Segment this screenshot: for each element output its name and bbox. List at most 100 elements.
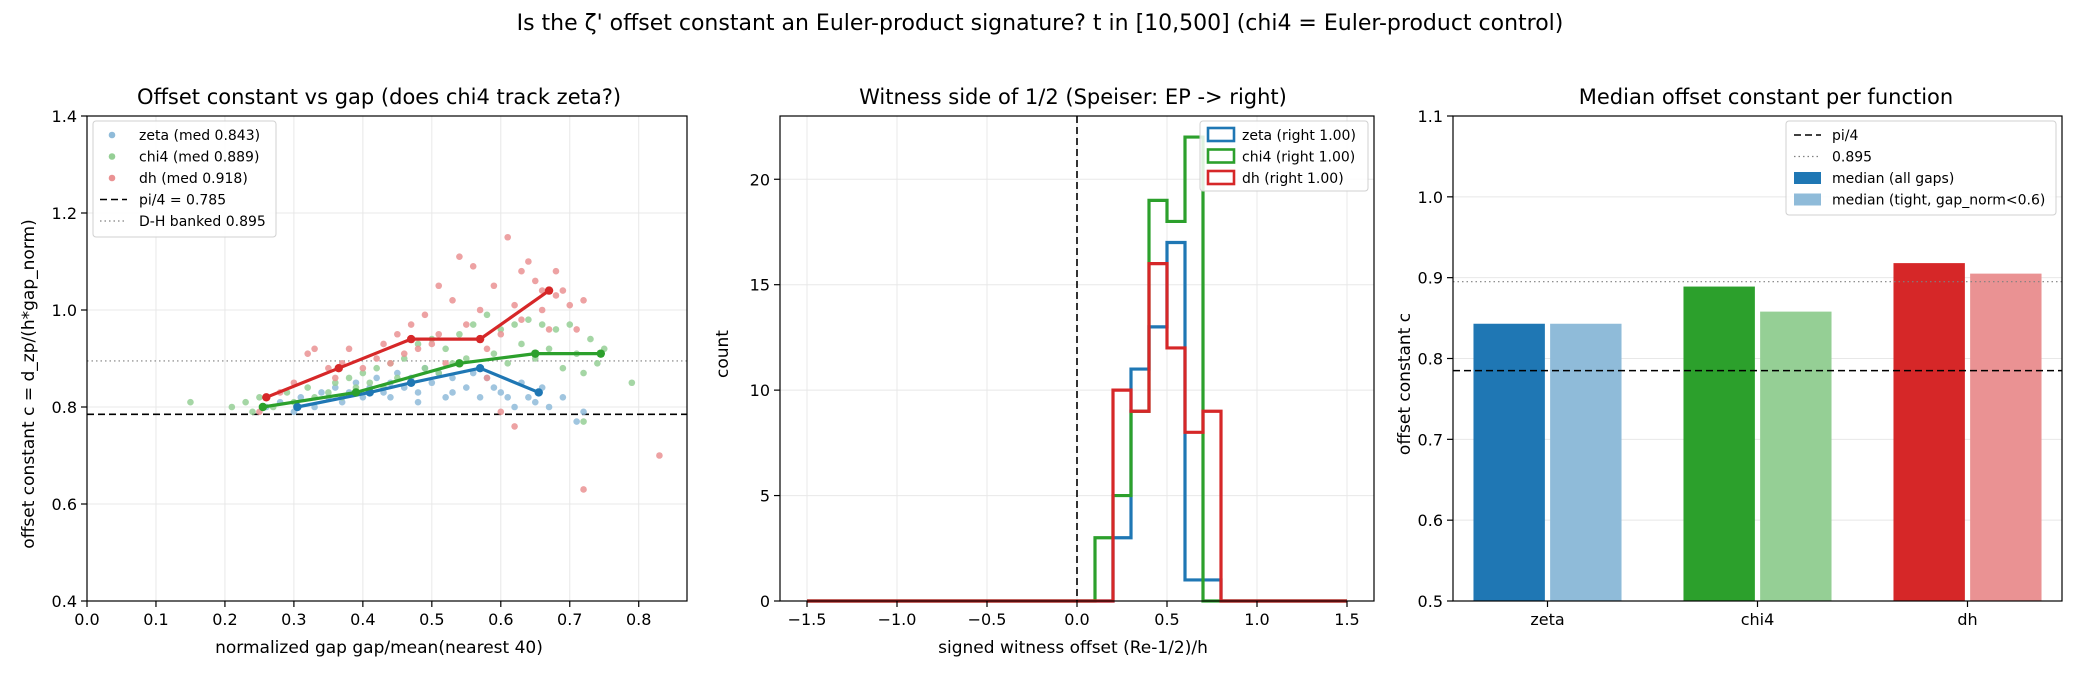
- legend-patch: [1794, 193, 1821, 206]
- bar-legend: pi/4 0.895 median (all gaps) median (tight,…: [1785, 120, 2057, 216]
- scatter-point-dh: [656, 452, 663, 459]
- legend-label: 0.895: [1832, 150, 1872, 166]
- scatter-point-zeta: [387, 394, 394, 401]
- bar-ytick-label: 0.6: [1418, 511, 1443, 530]
- median-marker-zeta: [406, 378, 416, 387]
- bar-ytick-label: 0.9: [1418, 269, 1443, 288]
- bar-ytick-label: 1.0: [1418, 188, 1443, 207]
- hist-ytick-label: 5: [760, 487, 770, 506]
- scatter-point-chi4: [538, 321, 546, 328]
- scatter-point-chi4: [545, 345, 553, 353]
- scatter-xtick-label: 0.8: [626, 610, 651, 629]
- scatter-point-dh: [456, 253, 463, 260]
- scatter-point-dh: [463, 321, 470, 328]
- scatter-point-zeta: [525, 394, 532, 401]
- scatter-point-zeta: [463, 384, 470, 391]
- scatter-point-chi4: [580, 418, 587, 425]
- legend-label: chi4 (med 0.889): [139, 150, 259, 166]
- scatter-point-zeta: [545, 403, 553, 411]
- scatter-point-chi4: [345, 374, 353, 382]
- scatter-point-zeta: [559, 394, 567, 401]
- hist-xtick-label: 1.0: [1244, 610, 1269, 629]
- legend-label: pi/4 = 0.785: [139, 193, 226, 209]
- scatter-point-dh: [580, 486, 587, 493]
- scatter-point-zeta: [490, 384, 498, 391]
- median-marker-zeta: [293, 402, 302, 412]
- scatter-point-dh: [511, 423, 518, 430]
- bar-ytick-label: 0.7: [1418, 430, 1443, 449]
- bar-panel: Median offset constant per function offs…: [1395, 85, 2063, 629]
- bar-all-chi4: [1683, 286, 1755, 601]
- scatter-panel: Offset constant vs gap (does chi4 track …: [19, 85, 688, 658]
- bar-all-dh: [1893, 263, 1965, 601]
- scatter-frame: [86, 115, 688, 602]
- bar-title: Median offset constant per function: [1579, 85, 1953, 109]
- scatter-title: Offset constant vs gap (does chi4 track …: [137, 85, 621, 109]
- scatter-ytick-label: 0.8: [52, 398, 77, 417]
- median-marker-dh: [334, 364, 343, 373]
- scatter-point-dh: [580, 297, 587, 304]
- median-marker-chi4: [258, 402, 268, 412]
- hist-ytick-label: 15: [750, 276, 770, 295]
- scatter-point-chi4: [400, 355, 408, 362]
- legend-label: median (tight, gap_norm<0.6): [1832, 193, 2045, 209]
- scatter-point-chi4: [228, 403, 236, 411]
- scatter-point-chi4: [628, 379, 636, 387]
- scatter-point-dh: [380, 340, 387, 348]
- median-marker-zeta: [534, 388, 543, 397]
- scatter-point-zeta: [414, 389, 422, 396]
- scatter-point-chi4: [256, 394, 263, 401]
- scatter-point-dh: [525, 258, 532, 265]
- figure-suptitle: Is the ζ' offset constant an Euler-produ…: [517, 11, 1564, 36]
- legend-patch-zeta: [1206, 126, 1236, 143]
- scatter-point-dh: [476, 306, 484, 314]
- legend-label: zeta (right 1.00): [1242, 128, 1356, 144]
- hist-xtick-label: 0.0: [1064, 610, 1089, 629]
- scatter-point-chi4: [187, 398, 194, 406]
- scatter-point-zeta: [318, 389, 325, 396]
- scatter-point-chi4: [552, 326, 560, 333]
- bar-category-label: zeta: [1530, 610, 1564, 629]
- scatter-point-dh: [552, 292, 560, 299]
- hist-legend-box: [1199, 120, 1369, 192]
- legend-label: chi4 (right 1.00): [1242, 150, 1355, 166]
- scatter-point-chi4: [456, 330, 463, 338]
- legend-label: zeta (med 0.843): [139, 128, 260, 144]
- scatter-point-chi4: [490, 350, 498, 357]
- scatter-point-zeta: [352, 379, 360, 387]
- scatter-point-dh: [518, 316, 525, 324]
- scatter-point-dh: [531, 277, 539, 285]
- scatter-point-zeta: [394, 369, 401, 377]
- scatter-point-chi4: [504, 360, 511, 367]
- scatter-point-dh: [345, 345, 353, 353]
- scatter-point-dh: [504, 233, 511, 241]
- scatter-point-dh: [400, 350, 408, 357]
- scatter-ylabel: offset constant c = d_zp/(h*gap_norm): [19, 219, 39, 548]
- median-marker-dh: [544, 286, 554, 295]
- scatter-point-dh: [490, 282, 498, 290]
- scatter-point-dh: [407, 321, 415, 328]
- scatter-point-chi4: [442, 345, 449, 353]
- histogram-panel: Witness side of 1/2 (Speiser: EP -> righ…: [713, 85, 1375, 658]
- scatter-point-chi4: [511, 321, 518, 328]
- legend-marker: [108, 131, 116, 139]
- scatter-point-dh: [394, 330, 401, 338]
- scatter-point-zeta: [297, 394, 305, 401]
- median-marker-chi4: [531, 349, 540, 358]
- scatter-xtick-label: 0.2: [212, 610, 237, 629]
- scatter-point-chi4: [518, 340, 525, 348]
- scatter-point-dh: [566, 301, 574, 309]
- hist-xtick-label: 0.5: [1154, 610, 1179, 629]
- scatter-point-chi4: [463, 355, 470, 362]
- bar-all-zeta: [1473, 323, 1545, 601]
- scatter-point-dh: [359, 364, 367, 372]
- scatter-point-chi4: [421, 364, 429, 372]
- scatter-point-dh: [414, 345, 422, 353]
- median-marker-chi4: [596, 349, 605, 358]
- scatter-point-chi4: [366, 379, 374, 387]
- scatter-ytick-label: 1.2: [52, 204, 77, 223]
- scatter-point-zeta: [373, 374, 380, 382]
- scatter-xtick-label: 0.5: [419, 610, 444, 629]
- scatter-point-dh: [573, 326, 580, 333]
